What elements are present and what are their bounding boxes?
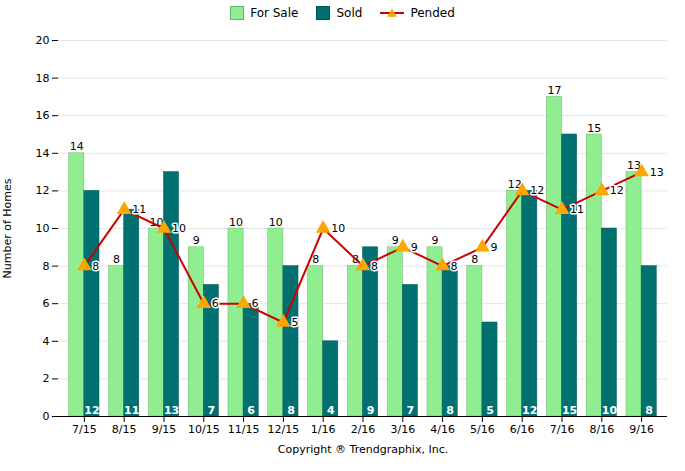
svg-text:10/15: 10/15 — [188, 423, 220, 436]
svg-text:10: 10 — [331, 222, 345, 235]
svg-text:0: 0 — [43, 410, 50, 423]
svg-text:14: 14 — [36, 147, 50, 160]
html-text:For Sale: For Sale — [250, 6, 299, 20]
svg-text:8: 8 — [371, 260, 378, 273]
svg-text:8: 8 — [43, 260, 50, 273]
svg-text:17: 17 — [547, 84, 561, 97]
svg-text:12: 12 — [530, 184, 544, 197]
svg-text:11/15: 11/15 — [228, 423, 260, 436]
svg-text:8/15: 8/15 — [112, 423, 137, 436]
svg-text:11: 11 — [570, 203, 584, 216]
svg-text:8: 8 — [113, 253, 120, 266]
svg-text:4: 4 — [43, 335, 50, 348]
svg-text:7: 7 — [208, 404, 216, 417]
svg-text:8: 8 — [451, 260, 458, 273]
svg-text:9: 9 — [193, 234, 200, 247]
svg-text:8: 8 — [351, 253, 359, 267]
svg-text:18: 18 — [36, 72, 50, 85]
svg-text:6: 6 — [247, 404, 255, 417]
svg-text:11: 11 — [132, 203, 146, 216]
svg-text:8: 8 — [645, 404, 653, 417]
svg-text:20: 20 — [36, 34, 50, 47]
html-text:Pended: Pended — [410, 6, 455, 20]
svg-text:6: 6 — [43, 297, 50, 310]
svg-text:5: 5 — [291, 316, 298, 329]
svg-text:4: 4 — [327, 404, 335, 417]
svg-text:Number of Homes: Number of Homes — [1, 178, 14, 278]
svg-text:16: 16 — [36, 109, 50, 122]
svg-text:12: 12 — [507, 177, 522, 191]
svg-text:12: 12 — [36, 184, 50, 197]
svg-text:11: 11 — [124, 404, 139, 417]
svg-text:14: 14 — [70, 140, 84, 153]
svg-text:5/16: 5/16 — [470, 423, 495, 436]
svg-text:12/15: 12/15 — [268, 423, 300, 436]
svg-text:Copyright ® Trendgraphix, Inc.: Copyright ® Trendgraphix, Inc. — [278, 443, 448, 456]
svg-text:6: 6 — [252, 297, 259, 310]
svg-text:9: 9 — [367, 404, 375, 417]
svg-text:12: 12 — [522, 404, 537, 417]
svg-text:2/16: 2/16 — [351, 423, 376, 436]
svg-text:4/16: 4/16 — [430, 423, 455, 436]
svg-text:9: 9 — [490, 241, 497, 254]
svg-text:9: 9 — [411, 241, 418, 254]
svg-text:8/16: 8/16 — [589, 423, 614, 436]
svg-text:15: 15 — [562, 404, 577, 417]
svg-text:7/16: 7/16 — [550, 423, 575, 436]
svg-text:10: 10 — [229, 216, 243, 229]
svg-text:8: 8 — [471, 253, 478, 266]
svg-text:9: 9 — [432, 234, 439, 247]
svg-text:9/15: 9/15 — [152, 423, 177, 436]
svg-text:6/16: 6/16 — [510, 423, 535, 436]
svg-text:9/16: 9/16 — [629, 423, 654, 436]
svg-text:10: 10 — [602, 404, 618, 417]
svg-text:8: 8 — [312, 253, 319, 266]
html-text:Sold: Sold — [336, 6, 363, 20]
svg-text:12: 12 — [610, 184, 624, 197]
svg-text:8: 8 — [446, 404, 454, 417]
svg-text:13: 13 — [627, 159, 642, 173]
svg-text:8: 8 — [287, 404, 295, 417]
svg-text:7/15: 7/15 — [72, 423, 97, 436]
svg-text:8: 8 — [92, 260, 99, 273]
svg-text:5: 5 — [486, 404, 494, 417]
svg-text:1/16: 1/16 — [311, 423, 336, 436]
svg-text:13: 13 — [650, 166, 664, 179]
svg-text:12: 12 — [84, 404, 99, 417]
svg-text:7: 7 — [407, 404, 415, 417]
svg-text:10: 10 — [36, 222, 50, 235]
svg-text:3/16: 3/16 — [390, 423, 415, 436]
svg-text:2: 2 — [43, 372, 50, 385]
svg-text:10: 10 — [269, 216, 283, 229]
svg-text:6: 6 — [212, 297, 219, 310]
svg-text:10: 10 — [149, 215, 164, 229]
svg-text:13: 13 — [164, 404, 179, 417]
svg-text:9: 9 — [392, 234, 399, 247]
svg-text:10: 10 — [172, 222, 186, 235]
svg-text:15: 15 — [587, 122, 601, 135]
